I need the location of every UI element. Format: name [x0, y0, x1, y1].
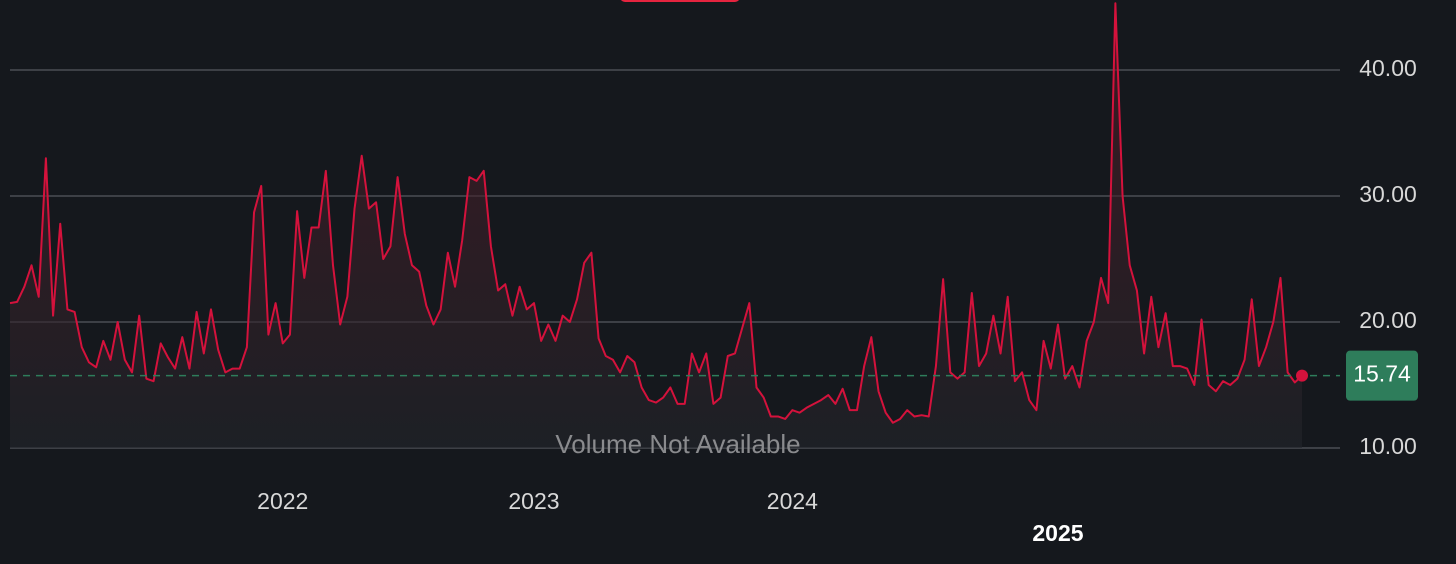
y-tick-label: 40.00 — [1359, 55, 1417, 81]
x-tick-label: 2024 — [767, 488, 818, 514]
x-tick-label: 2023 — [508, 488, 559, 514]
line — [9, 2, 1303, 424]
y-tick-label: 10.00 — [1359, 433, 1417, 459]
x-tick-label: 2025 — [1032, 520, 1083, 546]
axes: 10.00 20.00 30.00 40.00 2022 2023 2024 2025 15.7… — [257, 55, 1418, 546]
top-badge — [621, 0, 739, 2]
area — [10, 3, 1302, 448]
last-point — [1296, 369, 1308, 382]
x-tick-label: 2022 — [257, 488, 308, 514]
annotation: Volume Not Available — [555, 429, 800, 459]
y-tick-label: 20.00 — [1359, 307, 1417, 333]
last-value-label: 15.74 — [1353, 361, 1411, 387]
last-value-badge — [1346, 350, 1418, 401]
y-tick-label: 30.00 — [1359, 181, 1417, 207]
plot — [9, 2, 1340, 448]
